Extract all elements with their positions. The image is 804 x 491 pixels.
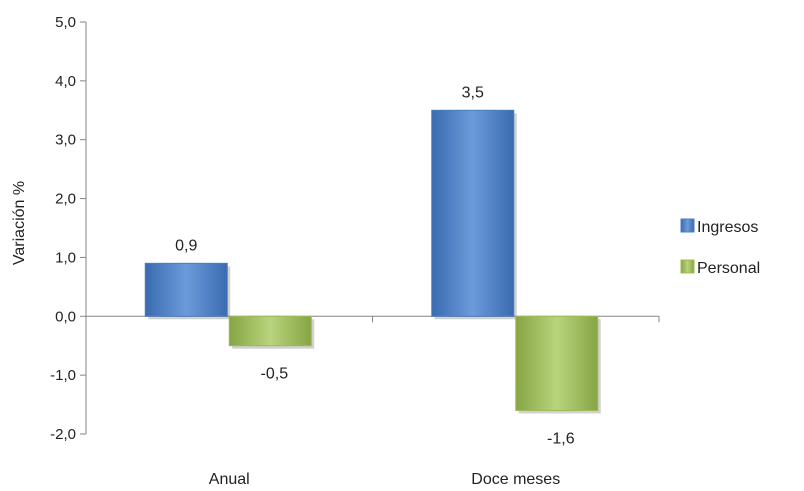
y-axis: 5,0 4,0 3,0 2,0 1,0 0,0 -1,0 -2,0	[50, 14, 87, 443]
bars	[144, 109, 601, 414]
bar-ingresos-1	[144, 262, 228, 317]
x-category-label: Doce meses	[471, 471, 560, 488]
y-tick-label: 5,0	[55, 14, 76, 31]
y-tick-label: 0,0	[55, 308, 76, 325]
legend-label-ingresos: Ingresos	[697, 219, 758, 236]
y-tick-label: 3,0	[55, 132, 76, 149]
data-label: 0,9	[175, 237, 197, 254]
y-tick-label: 4,0	[55, 73, 76, 90]
y-axis-label: Variación %	[11, 181, 28, 265]
x-category-label: Anual	[209, 471, 250, 488]
data-label: 3,5	[462, 84, 484, 101]
legend: Ingresos Personal	[680, 218, 760, 277]
legend-swatch-ingresos	[680, 218, 695, 233]
data-label: -0,5	[261, 366, 289, 383]
category-labels: Anual Doce meses	[209, 471, 560, 488]
legend-swatch-personal	[680, 259, 695, 274]
data-labels: 0,9 -0,5 3,5 -1,6	[175, 84, 575, 447]
bar-personal-1	[228, 315, 312, 347]
y-tick-label: -1,0	[50, 367, 76, 384]
y-tick-label: 2,0	[55, 191, 76, 208]
y-tick-label: 1,0	[55, 249, 76, 266]
y-tick-label: -2,0	[50, 426, 76, 443]
legend-label-personal: Personal	[697, 260, 760, 277]
bar-personal-2	[515, 315, 599, 411]
data-label: -1,6	[547, 430, 575, 447]
bar-ingresos-2	[431, 109, 515, 317]
